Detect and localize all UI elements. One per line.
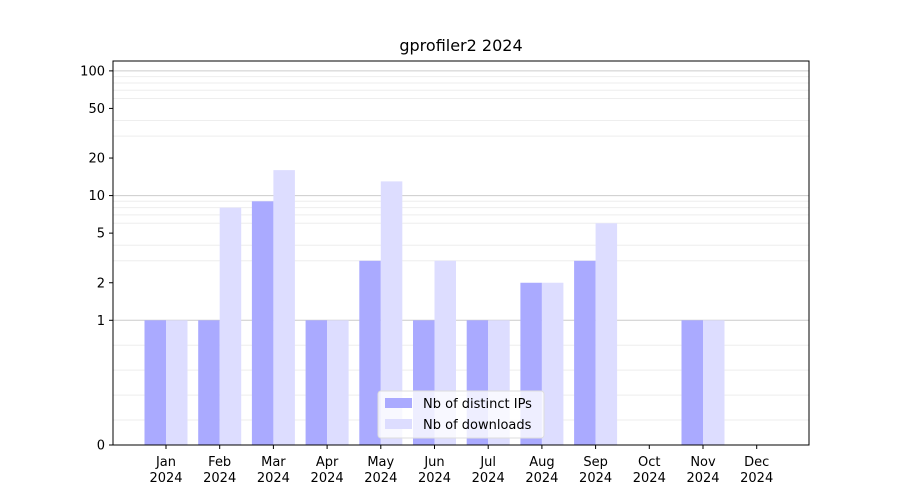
bar-downloads: [166, 320, 188, 445]
chart-title: gprofiler2 2024: [399, 36, 522, 55]
y-tick-label: 2: [97, 276, 105, 291]
legend-swatch: [385, 398, 412, 408]
y-tick-label: 20: [88, 152, 105, 167]
bars: [144, 170, 725, 445]
legend-swatch: [385, 419, 412, 429]
x-tick-label-month: Jul: [479, 455, 496, 470]
x-tick-label-year: 2024: [740, 471, 773, 486]
x-tick-label-year: 2024: [579, 471, 612, 486]
x-tick-label-month: Jun: [423, 455, 444, 470]
bar-downloads: [327, 320, 349, 445]
plot-frame: [112, 60, 810, 446]
x-tick-label-month: Apr: [316, 455, 339, 470]
x-tick-label-month: Aug: [529, 455, 554, 470]
x-tick-label-year: 2024: [364, 471, 397, 486]
y-axis: 0 1 2 5 10 20 50 100: [80, 64, 113, 454]
legend: Nb of distinct IPs Nb of downloads: [377, 390, 545, 439]
x-tick-label-month: Oct: [638, 455, 660, 470]
y-tick-label: 100: [80, 64, 105, 79]
y-tick-label: 0: [97, 439, 105, 454]
x-tick-label-month: Mar: [261, 455, 286, 470]
bar-distinct-ips: [144, 320, 166, 445]
y-tick-label: 1: [97, 314, 105, 329]
x-axis: Jan2024Feb2024Mar2024Apr2024May2024Jun20…: [149, 445, 773, 486]
bar-downloads: [703, 320, 725, 445]
y-tick-label: 5: [97, 227, 105, 242]
y-tick-label: 10: [88, 189, 105, 204]
legend-label: Nb of distinct IPs: [423, 397, 532, 412]
x-tick-label-year: 2024: [633, 471, 666, 486]
x-tick-label-year: 2024: [686, 471, 719, 486]
bar-distinct-ips: [574, 260, 596, 445]
x-tick-label-year: 2024: [311, 471, 344, 486]
x-tick-label-year: 2024: [257, 471, 290, 486]
bar-downloads: [219, 207, 242, 445]
bar-distinct-ips: [198, 320, 220, 445]
x-tick-label-month: Feb: [208, 455, 231, 470]
x-tick-label-month: May: [367, 455, 394, 470]
bar-downloads: [380, 181, 403, 445]
bar-distinct-ips: [251, 201, 274, 445]
x-tick-label-month: Dec: [744, 455, 769, 470]
x-tick-label-year: 2024: [149, 471, 182, 486]
x-tick-label-year: 2024: [472, 471, 505, 486]
x-tick-label-month: Jan: [155, 455, 176, 470]
legend-label: Nb of downloads: [423, 418, 532, 433]
x-tick-label-month: Nov: [690, 455, 716, 470]
legend-box: [377, 390, 545, 439]
bar-downloads: [595, 223, 618, 445]
bar-downloads: [541, 282, 564, 445]
x-tick-label-year: 2024: [418, 471, 451, 486]
x-tick-label-year: 2024: [203, 471, 236, 486]
bar-distinct-ips: [681, 320, 703, 445]
bar-distinct-ips: [359, 260, 381, 445]
bar-distinct-ips: [305, 320, 328, 445]
x-tick-label-year: 2024: [525, 471, 558, 486]
bar-downloads: [273, 170, 295, 445]
x-tick-label-month: Sep: [583, 455, 608, 470]
y-tick-label: 50: [88, 102, 105, 117]
